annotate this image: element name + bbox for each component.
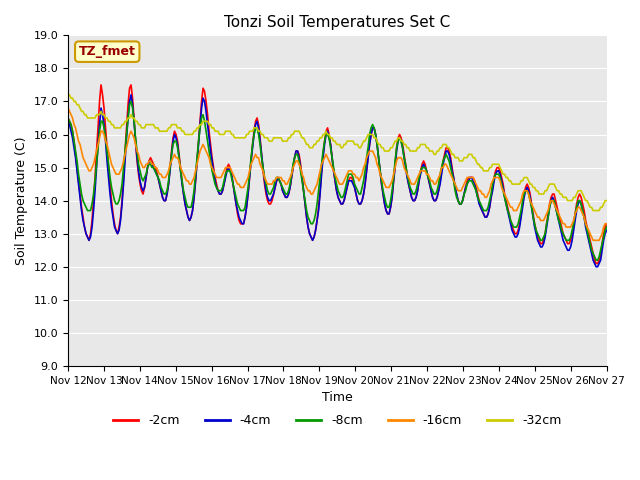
-2cm — [244, 191, 252, 197]
-32cm — [243, 132, 250, 137]
Legend: -2cm, -4cm, -8cm, -16cm, -32cm: -2cm, -4cm, -8cm, -16cm, -32cm — [108, 409, 566, 432]
-2cm — [301, 201, 309, 207]
-4cm — [244, 191, 252, 197]
-4cm — [603, 228, 611, 233]
-4cm — [132, 138, 140, 144]
-32cm — [130, 115, 138, 121]
-4cm — [127, 92, 135, 98]
-32cm — [252, 125, 259, 131]
-32cm — [589, 208, 597, 214]
Y-axis label: Soil Temperature (C): Soil Temperature (C) — [15, 136, 28, 265]
-16cm — [130, 135, 138, 141]
-32cm — [573, 191, 580, 197]
-8cm — [574, 198, 582, 204]
-2cm — [132, 138, 140, 144]
-4cm — [253, 119, 261, 124]
-8cm — [127, 98, 135, 104]
-8cm — [592, 257, 600, 263]
Line: -2cm: -2cm — [68, 85, 607, 264]
-2cm — [574, 194, 582, 200]
-8cm — [603, 224, 611, 230]
Line: -16cm: -16cm — [68, 108, 607, 240]
X-axis label: Time: Time — [322, 391, 353, 404]
-2cm — [226, 165, 234, 170]
-8cm — [226, 168, 234, 174]
-4cm — [301, 201, 309, 207]
-16cm — [573, 208, 580, 214]
-16cm — [64, 105, 72, 111]
-8cm — [132, 135, 140, 141]
-8cm — [244, 184, 252, 190]
-2cm — [603, 221, 611, 227]
-2cm — [253, 115, 261, 121]
-4cm — [226, 168, 234, 174]
-32cm — [603, 198, 611, 204]
-2cm — [64, 115, 72, 121]
-2cm — [97, 82, 105, 88]
-4cm — [64, 119, 72, 124]
-16cm — [300, 175, 307, 180]
-32cm — [64, 92, 72, 98]
-4cm — [574, 201, 582, 207]
-8cm — [64, 115, 72, 121]
-16cm — [603, 221, 611, 227]
-2cm — [592, 261, 600, 266]
Text: TZ_fmet: TZ_fmet — [79, 45, 136, 58]
-4cm — [592, 264, 600, 270]
-16cm — [589, 238, 597, 243]
-16cm — [252, 152, 259, 157]
-8cm — [253, 125, 261, 131]
Title: Tonzi Soil Temperatures Set C: Tonzi Soil Temperatures Set C — [224, 15, 451, 30]
-16cm — [243, 178, 250, 184]
-32cm — [225, 128, 232, 134]
Line: -32cm: -32cm — [68, 95, 607, 211]
Line: -4cm: -4cm — [68, 95, 607, 267]
-16cm — [225, 165, 232, 170]
Line: -8cm: -8cm — [68, 101, 607, 260]
-32cm — [300, 135, 307, 141]
-8cm — [301, 198, 309, 204]
